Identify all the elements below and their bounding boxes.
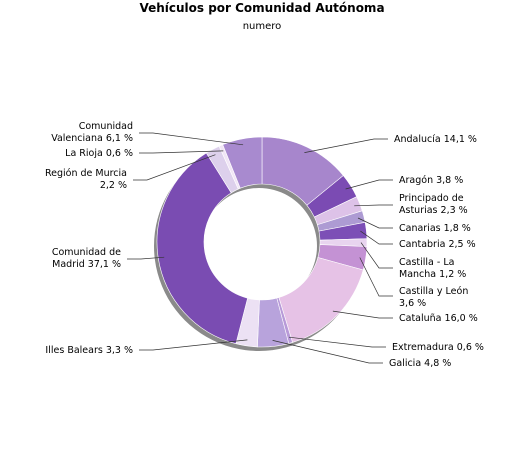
label-comunidad-valenciana: Comunidad Valenciana 6,1 %: [51, 121, 133, 144]
label-region-de-murcia-line-2: 2,2 %: [100, 180, 127, 191]
leader-principado-de-asturias: [354, 204, 393, 207]
label-aragon-line-1: Aragón 3,8 %: [399, 175, 463, 186]
leader-aragon: [345, 179, 393, 190]
label-andalucia: Andalucía 14,1 %: [394, 134, 477, 145]
label-illes-balears-line-1: Illes Balears 3,3 %: [45, 345, 133, 356]
leader-cantabria: [360, 230, 393, 245]
slice-comunidad-de-madrid: [156, 152, 248, 345]
slice-comunidad-valenciana: [222, 136, 263, 189]
label-comunidad-de-madrid-line-2: Madrid 37,1 %: [52, 259, 121, 270]
leader-comunidad-valenciana: [139, 132, 244, 146]
label-castilla-y-leon: Castilla y León 3,6 %: [399, 286, 468, 309]
label-principado-de-asturias-line-1: Principado de: [399, 193, 464, 204]
label-principado-de-asturias: Principado de Asturias 2,3 %: [399, 193, 468, 216]
label-cataluna-line-1: Cataluña 16,0 %: [399, 313, 478, 324]
label-galicia-line-1: Galicia 4,8 %: [389, 358, 451, 369]
leader-castilla-y-leon: [359, 257, 393, 297]
label-canarias-line-1: Canarias 1,8 %: [399, 223, 471, 234]
label-castilla-y-leon-line-1: Castilla y León: [399, 286, 468, 297]
leader-region-de-murcia: [133, 154, 216, 181]
label-castilla-la-mancha-line-1: Castilla - La: [399, 257, 454, 268]
leader-canarias: [357, 217, 393, 229]
label-castilla-la-mancha-line-2: Mancha 1,2 %: [399, 269, 466, 280]
label-principado-de-asturias-line-2: Asturias 2,3 %: [399, 205, 468, 216]
label-galicia: Galicia 4,8 %: [389, 358, 451, 369]
chart-title: Vehículos por Comunidad Autónoma: [139, 1, 384, 15]
label-andalucia-line-1: Andalucía 14,1 %: [394, 134, 477, 145]
label-la-rioja-line-1: La Rioja 0,6 %: [65, 148, 133, 159]
leader-lines: [127, 132, 393, 364]
label-region-de-murcia-line-1: Región de Murcia: [45, 168, 127, 179]
label-cantabria: Cantabria 2,5 %: [399, 239, 476, 250]
leader-castilla-la-mancha: [360, 242, 393, 269]
label-comunidad-de-madrid: Comunidad de Madrid 37,1 %: [52, 247, 121, 270]
label-cantabria-line-1: Cantabria 2,5 %: [399, 239, 476, 250]
leader-illes-balears: [139, 339, 248, 351]
label-region-de-murcia: Región de Murcia 2,2 %: [45, 168, 127, 191]
leader-la-rioja: [139, 150, 224, 154]
label-canarias: Canarias 1,8 %: [399, 223, 471, 234]
slice-labels: Andalucía 14,1 % Aragón 3,8 % Principado d…: [45, 121, 484, 369]
leader-extremadura: [288, 336, 386, 348]
leader-andalucia: [304, 138, 388, 153]
label-castilla-y-leon-line-2: 3,6 %: [399, 298, 426, 309]
chart-subtitle: numero: [243, 21, 282, 32]
label-comunidad-valenciana-line-2: Valenciana 6,1 %: [51, 133, 133, 144]
leader-galicia: [272, 340, 383, 364]
donut-slices: [156, 136, 368, 348]
label-comunidad-de-madrid-line-1: Comunidad de: [52, 247, 121, 258]
leader-cataluna: [332, 310, 393, 319]
label-illes-balears: Illes Balears 3,3 %: [45, 345, 133, 356]
leader-comunidad-de-madrid: [127, 256, 165, 260]
label-extremadura-line-1: Extremadura 0,6 %: [392, 342, 484, 353]
label-extremadura: Extremadura 0,6 %: [392, 342, 484, 353]
label-cataluna: Cataluña 16,0 %: [399, 313, 478, 324]
label-la-rioja: La Rioja 0,6 %: [65, 148, 133, 159]
label-castilla-la-mancha: Castilla - La Mancha 1,2 %: [399, 257, 466, 280]
label-aragon: Aragón 3,8 %: [399, 175, 463, 186]
label-comunidad-valenciana-line-1: Comunidad: [79, 121, 133, 132]
